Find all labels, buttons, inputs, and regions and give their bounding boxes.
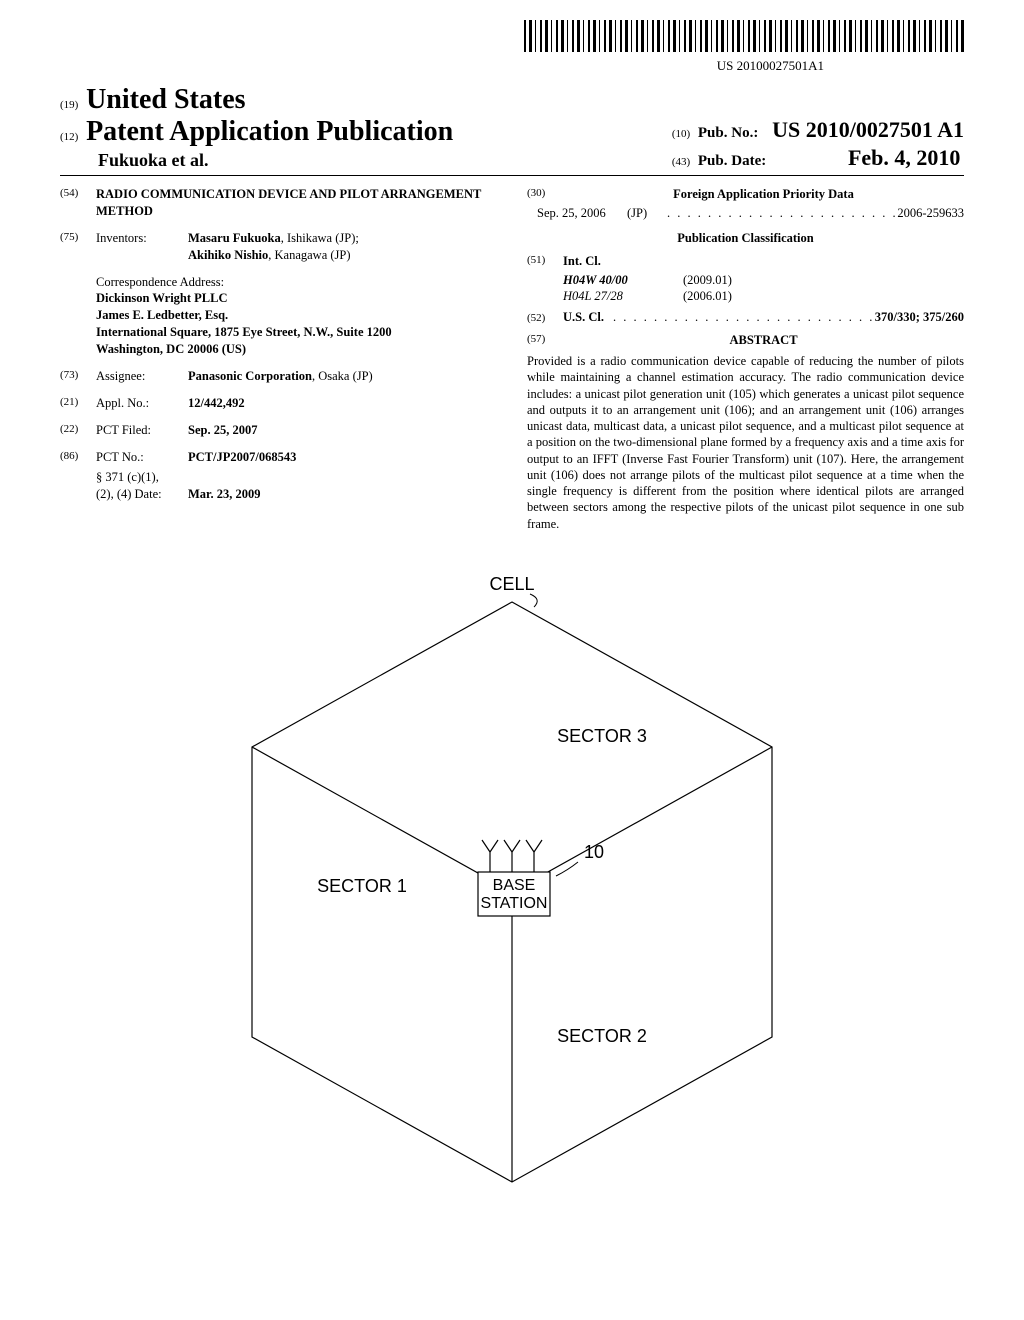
bibliographic-columns: (54) RADIO COMMUNICATION DEVICE AND PILO…	[60, 186, 964, 532]
intcl-version-0: (2009.01)	[683, 272, 732, 289]
inventor-1-loc: , Ishikawa (JP);	[281, 231, 359, 245]
foreign-heading: Foreign Application Priority Data	[563, 186, 964, 203]
inventor-1-name: Masaru Fukuoka	[188, 231, 281, 245]
assignee-name: Panasonic Corporation	[188, 369, 312, 383]
abstract-heading: ABSTRACT	[563, 332, 964, 349]
inid-intcl: (51)	[527, 253, 563, 270]
foreign-country: (JP)	[627, 205, 667, 222]
foreign-date: Sep. 25, 2006	[537, 205, 627, 222]
inventor-2-name: Akihiko Nishio	[188, 248, 268, 262]
svg-text:10: 10	[584, 842, 604, 862]
intcl-item: H04L 27/28 (2006.01)	[563, 288, 964, 305]
foreign-heading-row: (30) Foreign Application Priority Data	[527, 186, 964, 203]
foreign-priority-row: Sep. 25, 2006 (JP) . . . . . . . . . . .…	[537, 205, 964, 222]
intcl-code-0: H04W 40/00	[563, 272, 683, 289]
assignee-label: Assignee:	[96, 368, 188, 385]
right-column: (30) Foreign Application Priority Data S…	[527, 186, 964, 532]
pctfiled-value: Sep. 25, 2007	[188, 422, 497, 439]
assignee-value: Panasonic Corporation, Osaka (JP)	[188, 368, 497, 385]
barcode-number: US 20100027501A1	[60, 58, 824, 74]
inid-uscl: (52)	[527, 311, 563, 326]
assignee-field: (73) Assignee: Panasonic Corporation, Os…	[60, 368, 497, 385]
s371-label1: § 371 (c)(1),	[96, 469, 497, 486]
inid-country: (19)	[60, 99, 78, 111]
intcl-version-1: (2006.01)	[683, 288, 732, 305]
svg-text:CELL: CELL	[489, 574, 534, 594]
barcode-graphic	[524, 20, 964, 52]
intcl-items: H04W 40/00 (2009.01) H04L 27/28 (2006.01…	[563, 272, 964, 306]
pctno-label: PCT No.:	[96, 449, 188, 466]
correspondence-heading: Correspondence Address:	[96, 274, 497, 291]
pctfiled-field: (22) PCT Filed: Sep. 25, 2007	[60, 422, 497, 439]
s371-label2: (2), (4) Date:	[96, 486, 188, 503]
inventors-field: (75) Inventors: Masaru Fukuoka, Ishikawa…	[60, 230, 497, 264]
cell-diagram: CELL SECTOR 1 SECTOR 2 SECTOR 3 BASESTATION 1…	[202, 572, 822, 1112]
svg-text:SECTOR 2: SECTOR 2	[557, 1026, 647, 1046]
correspondence-line4: Washington, DC 20006 (US)	[96, 341, 497, 358]
dotted-leader: . . . . . . . . . . . . . . . . . . . . …	[667, 205, 897, 222]
uscl-value: 370/330; 375/260	[875, 309, 964, 326]
inid-assignee: (73)	[60, 368, 96, 385]
s371-block: § 371 (c)(1), (2), (4) Date: Mar. 23, 20…	[96, 469, 497, 503]
pctfiled-label: PCT Filed:	[96, 422, 188, 439]
foreign-number: 2006-259633	[897, 205, 964, 222]
svg-text:SECTOR 3: SECTOR 3	[557, 726, 647, 746]
abstract-text: Provided is a radio communication device…	[527, 353, 964, 532]
inventor-2-loc: , Kanagawa (JP)	[268, 248, 350, 262]
svg-text:SECTOR 1: SECTOR 1	[317, 876, 407, 896]
correspondence-line2: James E. Ledbetter, Esq.	[96, 307, 497, 324]
pubclass-heading: Publication Classification	[527, 230, 964, 247]
figure-area: CELL SECTOR 1 SECTOR 2 SECTOR 3 BASESTATION 1…	[60, 572, 964, 1112]
inventors-label: Inventors:	[96, 230, 188, 264]
pubno-label: Pub. No.:	[698, 125, 758, 141]
country: United States	[86, 84, 245, 115]
publication-header: (19) United States (12) Patent Applicati…	[60, 84, 964, 176]
intcl-field: (51) Int. Cl.	[527, 253, 964, 270]
dotted-leader: . . . . . . . . . . . . . . . . . . . . …	[613, 309, 875, 326]
applno-label: Appl. No.:	[96, 395, 188, 412]
inid-pubdate: (43)	[672, 156, 690, 168]
intcl-label: Int. Cl.	[563, 253, 601, 270]
applno-field: (21) Appl. No.: 12/442,492	[60, 395, 497, 412]
publication-number: US 2010/0027501 A1	[772, 117, 964, 142]
applno-value: 12/442,492	[188, 395, 497, 412]
svg-text:BASE: BASE	[493, 877, 536, 894]
inventors-value: Masaru Fukuoka, Ishikawa (JP); Akihiko N…	[188, 230, 497, 264]
inid-inventors: (75)	[60, 230, 96, 264]
inid-foreign: (30)	[527, 186, 563, 203]
inid-pubno: (10)	[672, 128, 690, 140]
inid-abstract: (57)	[527, 332, 563, 349]
s371-value: Mar. 23, 2009	[188, 486, 260, 503]
pctno-value: PCT/JP2007/068543	[188, 449, 497, 466]
intcl-code-1: H04L 27/28	[563, 288, 683, 305]
pctno-field: (86) PCT No.: PCT/JP2007/068543	[60, 449, 497, 466]
title-field: (54) RADIO COMMUNICATION DEVICE AND PILO…	[60, 186, 497, 220]
invention-title: RADIO COMMUNICATION DEVICE AND PILOT ARR…	[96, 186, 497, 220]
left-column: (54) RADIO COMMUNICATION DEVICE AND PILO…	[60, 186, 497, 532]
assignee-loc: , Osaka (JP)	[312, 369, 373, 383]
uscl-label: U.S. Cl.	[563, 309, 613, 326]
publication-type: Patent Application Publication	[86, 116, 453, 147]
svg-text:STATION: STATION	[481, 895, 548, 912]
correspondence-line1: Dickinson Wright PLLC	[96, 290, 497, 307]
cell-svg: CELL SECTOR 1 SECTOR 2 SECTOR 3 BASESTATION 1…	[202, 572, 822, 1212]
inid-pubtype: (12)	[60, 131, 78, 143]
intcl-item: H04W 40/00 (2009.01)	[563, 272, 964, 289]
inid-title: (54)	[60, 186, 96, 220]
inid-pctfiled: (22)	[60, 422, 96, 439]
inid-pctno: (86)	[60, 449, 96, 466]
correspondence-block: Correspondence Address: Dickinson Wright…	[96, 274, 497, 358]
uscl-field: (52) U.S. Cl. . . . . . . . . . . . . . …	[527, 309, 964, 326]
pubdate-label: Pub. Date:	[698, 153, 766, 169]
barcode-area: US 20100027501A1	[60, 20, 964, 74]
inid-applno: (21)	[60, 395, 96, 412]
correspondence-line3: International Square, 1875 Eye Street, N…	[96, 324, 497, 341]
abstract-heading-row: (57) ABSTRACT	[527, 332, 964, 349]
publication-date: Feb. 4, 2010	[848, 145, 960, 170]
authors-short: Fukuoka et al.	[98, 150, 453, 171]
